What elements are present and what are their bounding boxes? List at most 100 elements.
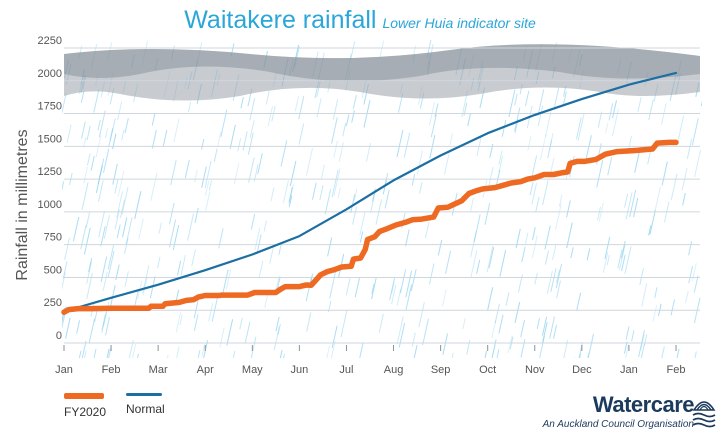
- rain-streak: [201, 344, 206, 357]
- rain-streak: [151, 113, 156, 126]
- rain-streak: [324, 189, 332, 215]
- rain-streak: [625, 344, 630, 358]
- rain-streak: [345, 114, 350, 127]
- rain-streak: [370, 192, 376, 213]
- rain-streak: [78, 350, 82, 358]
- legend-item-normal: Normal: [126, 393, 165, 416]
- rain-streak: [352, 206, 358, 225]
- rain-streak: [257, 153, 263, 175]
- rain-streak: [546, 271, 553, 295]
- series-lines: [61, 71, 679, 315]
- rain-streak: [258, 260, 264, 279]
- rain-streak: [711, 45, 717, 71]
- rain-streak: [716, 67, 720, 84]
- rain-streak: [107, 250, 115, 278]
- rain-streak: [587, 333, 595, 358]
- rain-streak: [649, 209, 656, 235]
- x-tick-label: Jul: [339, 364, 353, 376]
- rain-streak: [677, 115, 685, 143]
- rain-streak: [585, 135, 592, 162]
- rain-streak: [547, 139, 553, 159]
- rain-streak: [232, 350, 236, 358]
- legend-label-fy2020: FY2020: [64, 405, 107, 419]
- rain-streak: [247, 132, 254, 155]
- cloud-band: [64, 44, 700, 101]
- chart-title-block: Waitakere rainfall Lower Huia indicator s…: [0, 6, 720, 35]
- rain-streak: [191, 249, 196, 267]
- rain-streak: [211, 297, 218, 322]
- rain-streak: [327, 237, 333, 257]
- rain-streak: [320, 164, 325, 179]
- rain-streak: [703, 219, 706, 231]
- rain-streak: [484, 203, 491, 225]
- rain-streak: [208, 180, 213, 191]
- rain-streak: [566, 222, 573, 249]
- rain-streak: [476, 259, 481, 274]
- rain-streak: [333, 140, 338, 158]
- rain-streak: [617, 249, 623, 269]
- rain-streak: [429, 135, 436, 159]
- legend-swatch-fy2020: [64, 393, 104, 399]
- rain-streak: [534, 272, 538, 285]
- rain-streak: [556, 280, 561, 299]
- rain-streak: [333, 168, 341, 196]
- rain-streak: [654, 186, 661, 211]
- rain-streak: [312, 182, 317, 200]
- rain-streak: [552, 244, 557, 260]
- rain-streak: [700, 100, 702, 107]
- watercare-logo-icon: [692, 401, 716, 428]
- rain-streak: [579, 353, 582, 358]
- rain-streak: [180, 255, 186, 276]
- rain-streak: [553, 87, 560, 108]
- rain-streak: [250, 336, 257, 358]
- x-tick-label: Aug: [384, 364, 404, 376]
- rain-streak: [535, 196, 540, 213]
- rain-streak: [81, 182, 89, 211]
- rain-streak: [197, 350, 201, 358]
- rain-streak: [201, 166, 207, 188]
- rain-streak: [437, 239, 443, 256]
- rain-streak: [396, 316, 404, 344]
- rain-streak: [537, 89, 545, 117]
- rain-streak: [330, 340, 336, 358]
- rain-streak: [419, 182, 423, 194]
- rain-streak: [342, 122, 347, 137]
- rain-streak: [625, 326, 630, 340]
- rain-streak: [110, 285, 116, 307]
- rain-streak: [76, 320, 81, 334]
- rain-streak: [470, 250, 478, 278]
- rain-streak: [596, 159, 604, 188]
- rain-streak: [279, 350, 283, 358]
- rain-streak: [244, 321, 251, 344]
- rain-streak: [604, 236, 611, 259]
- rain-streak: [86, 125, 91, 141]
- rain-streak: [686, 139, 693, 159]
- rain-streak: [391, 284, 397, 305]
- rain-streak: [217, 131, 222, 147]
- rain-streak: [693, 275, 699, 293]
- rain-streak: [80, 91, 85, 103]
- rain-streak: [466, 339, 471, 355]
- rain-streak: [239, 317, 243, 330]
- rain-streak: [379, 40, 385, 59]
- rain-streak: [194, 207, 199, 224]
- rain-streak: [688, 241, 693, 256]
- rain-streak: [112, 163, 118, 185]
- rain-streak: [706, 355, 712, 382]
- rain-streak: [104, 128, 109, 139]
- x-tick-label: Sep: [431, 364, 451, 376]
- rain-streak: [608, 103, 614, 121]
- rain-streak: [498, 155, 504, 173]
- rain-streak: [248, 157, 255, 183]
- rain-streak: [707, 148, 710, 160]
- rain-streak: [316, 98, 322, 118]
- rain-streak: [576, 292, 582, 311]
- rain-streak: [558, 194, 563, 207]
- rain-streak: [539, 335, 545, 358]
- rain-streak: [670, 173, 678, 201]
- rain-streak: [685, 290, 689, 304]
- rain-streak: [371, 283, 375, 294]
- rain-streak: [566, 200, 571, 218]
- rain-streak: [430, 114, 437, 138]
- rain-streak: [389, 277, 396, 301]
